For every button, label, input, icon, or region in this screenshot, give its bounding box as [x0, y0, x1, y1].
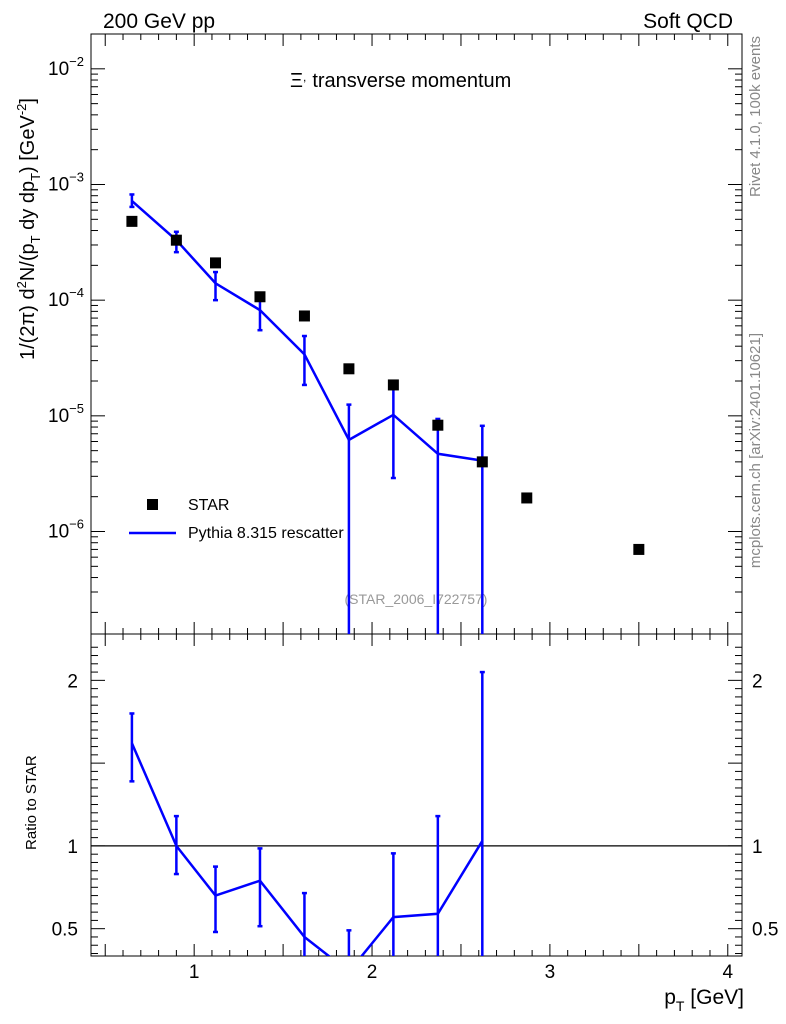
y-axis-label-main: 1/(2π) d2N/(pT dy dpT) [GeV-2]: [14, 98, 43, 360]
chart-title: Ξ, transverse momentum: [290, 70, 511, 92]
star-data-point: [298, 310, 310, 322]
ratio-y-tick-label: 0.5: [52, 920, 78, 941]
ratio-plot-frame: [90, 633, 743, 957]
y-tick-label: 10−2: [48, 54, 84, 80]
y-tick-label: 10−5: [48, 401, 84, 427]
ratio-y-tick-label-right: 2: [752, 671, 763, 692]
star-data-point: [343, 363, 355, 375]
plot-data: [91, 193, 742, 956]
legend-marker-star: [147, 499, 158, 510]
x-tick-label: 3: [545, 962, 556, 983]
x-tick-label: 4: [722, 962, 733, 983]
y-tick-label: 10−6: [48, 517, 84, 543]
legend-label-mc: Pythia 8.315 rescatter: [188, 525, 344, 542]
y-tick-label: 10−3: [48, 169, 84, 195]
analysis-watermark: (STAR_2006_I722757): [345, 591, 488, 607]
side-text-top: Rivet 4.1.0, 100k events: [747, 36, 764, 197]
legend: STAR Pythia 8.315 rescatter: [129, 497, 344, 542]
ratio-y-tick-label-right: 1: [752, 837, 763, 858]
ratio-y-tick-label-right: 0.5: [752, 920, 778, 941]
main-plot-frame: [90, 33, 743, 635]
header-left: 200 GeV pp: [103, 10, 215, 33]
axis-ticks: 1 2 3 4 10−6 10−5 10−4 10−3 10−2 0.5 0.5 1 1 2 2: [48, 33, 778, 983]
title-text: transverse momentum: [312, 70, 511, 92]
ratio-y-tick-label: 1: [67, 837, 78, 858]
star-data-point: [476, 456, 488, 468]
title-symbol-sup: ,: [303, 70, 306, 84]
header-right: Soft QCD: [643, 10, 733, 33]
star-data-point: [633, 543, 645, 555]
legend-label-star: STAR: [188, 497, 229, 514]
star-data-point: [387, 379, 399, 391]
star-data-point: [170, 234, 182, 246]
mc-line: [131, 200, 483, 462]
x-axis-label: pT [GeV]: [664, 986, 744, 1014]
star-data-point: [254, 291, 266, 303]
y-tick-label: 10−4: [48, 285, 84, 311]
x-tick-label: 1: [189, 962, 200, 983]
star-data-point: [210, 257, 222, 269]
star-data-point: [126, 215, 138, 227]
side-text-bottom: mcplots.cern.ch [arXiv:2401.10621]: [747, 333, 764, 568]
ratio-mc-line: [130, 742, 484, 956]
star-data-point: [432, 419, 444, 431]
star-data-point: [521, 492, 533, 504]
x-tick-label: 2: [367, 962, 378, 983]
y-axis-label-ratio: Ratio to STAR: [23, 755, 40, 850]
ratio-y-tick-label: 2: [67, 671, 78, 692]
title-symbol: Ξ: [290, 70, 303, 92]
